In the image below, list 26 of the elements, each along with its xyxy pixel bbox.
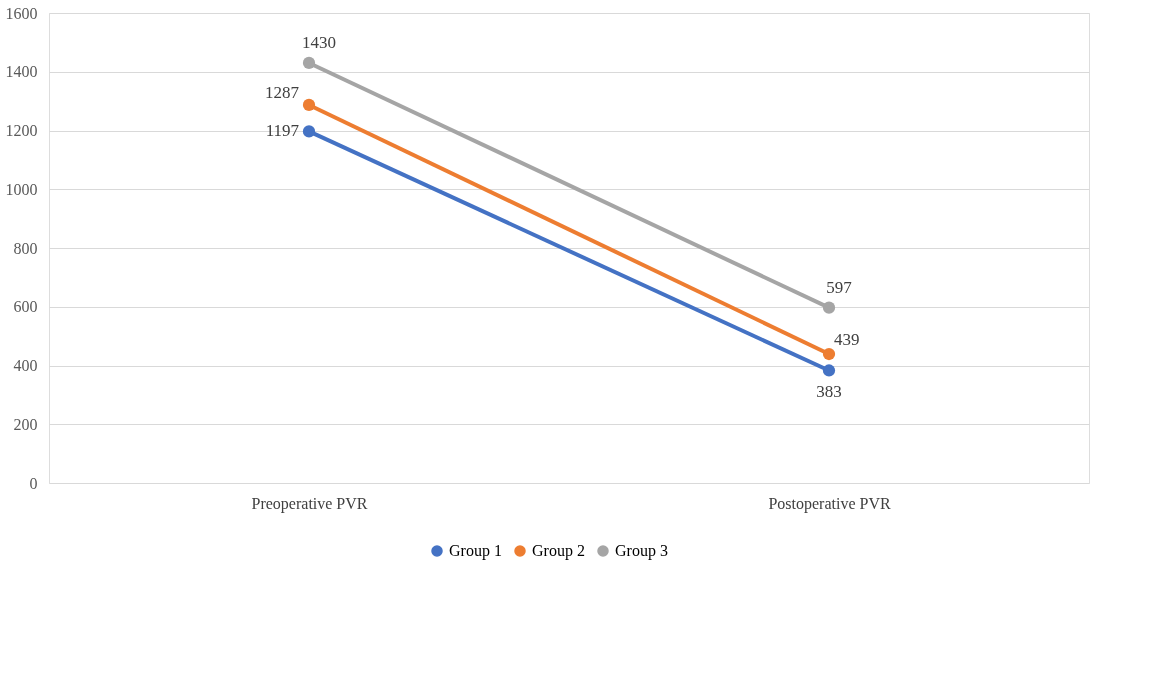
y-tick-label: 800 — [13, 239, 38, 257]
y-tick-label: 400 — [13, 357, 38, 374]
legend-label: Group 1 — [449, 542, 502, 560]
data-label: 383 — [816, 382, 842, 402]
y-tick-label: 1600 — [5, 4, 38, 22]
y-tick-label: 1200 — [5, 122, 38, 139]
x-tick-label: Preoperative PVR — [251, 494, 368, 513]
data-label: 597 — [826, 277, 853, 297]
y-tick-label: 200 — [13, 415, 38, 433]
legend-label: Group 2 — [532, 542, 585, 560]
y-tick-label: 1000 — [5, 180, 38, 198]
y-tick-label: 1400 — [5, 63, 38, 81]
point — [822, 301, 836, 314]
legend-label: Group 3 — [615, 542, 668, 560]
data-label: 439 — [834, 330, 860, 350]
y-tick-label: 600 — [13, 298, 38, 316]
data-label: 1287 — [265, 82, 300, 102]
y-tick-label: 0 — [29, 474, 38, 492]
point — [302, 125, 316, 138]
point — [822, 364, 836, 377]
data-label: 1197 — [265, 121, 300, 141]
x-tick-label: Postoperative PVR — [768, 494, 891, 513]
point — [822, 347, 836, 361]
point — [302, 56, 316, 70]
point — [302, 98, 316, 112]
data-label: 1430 — [302, 32, 336, 52]
